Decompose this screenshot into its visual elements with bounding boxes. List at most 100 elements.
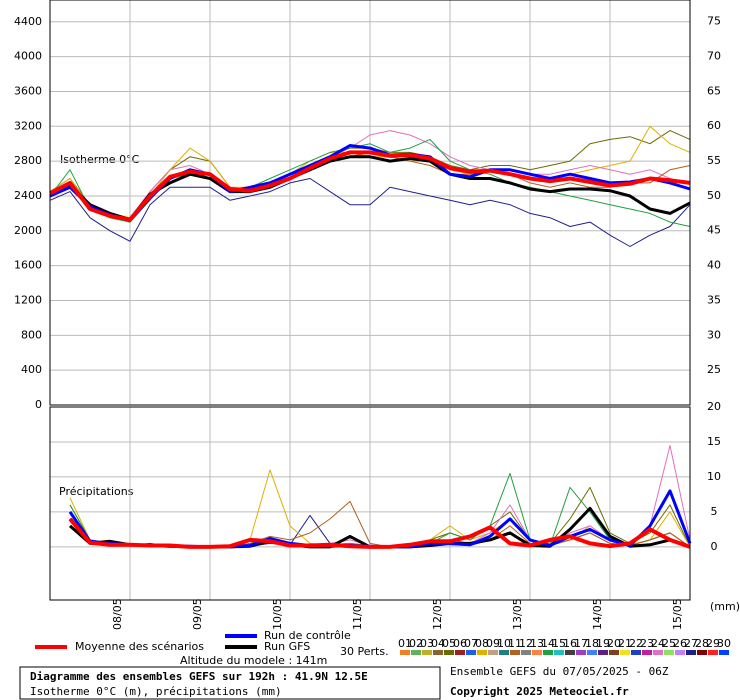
pert-code: 07 bbox=[464, 637, 478, 650]
pert-code: 15 bbox=[552, 637, 566, 650]
pert-code: 13 bbox=[530, 637, 544, 650]
x-tick-label: 15/05 bbox=[671, 598, 684, 630]
x-tick-label: 12/05 bbox=[431, 598, 444, 630]
pert-swatch bbox=[444, 650, 454, 655]
pert-swatch bbox=[686, 650, 696, 655]
y2-tick-label: 5 bbox=[711, 505, 718, 518]
pert-swatch bbox=[675, 650, 685, 655]
subtitle: Isotherme 0°C (m), précipitations (mm) bbox=[30, 685, 282, 698]
legend-label: Run GFS bbox=[264, 640, 310, 653]
pert-swatch bbox=[653, 650, 663, 655]
pert-code: 08 bbox=[475, 637, 489, 650]
pert-label: 30 Perts. bbox=[340, 645, 389, 658]
pert-swatch bbox=[466, 650, 476, 655]
series-line bbox=[49, 178, 691, 247]
x-tick-label: 09/05 bbox=[191, 598, 204, 630]
y-tick-label: 1600 bbox=[14, 259, 42, 272]
series-line bbox=[49, 150, 691, 222]
y2-tick-label: 45 bbox=[707, 224, 721, 237]
pert-code: 22 bbox=[629, 637, 643, 650]
pert-code: 12 bbox=[519, 637, 533, 650]
pert-swatch bbox=[477, 650, 487, 655]
pert-code: 25 bbox=[662, 637, 676, 650]
pert-code: 02 bbox=[409, 637, 423, 650]
y-tick-label: 3600 bbox=[14, 84, 42, 97]
pert-code: 18 bbox=[585, 637, 599, 650]
pert-code: 09 bbox=[486, 637, 500, 650]
unit-label: (mm) bbox=[710, 600, 740, 613]
altitude: Altitude du modele : 141m bbox=[180, 654, 327, 667]
run-info: Ensemble GEFS du 07/05/2025 - 06Z bbox=[450, 665, 669, 678]
y-tick-label: 2800 bbox=[14, 154, 42, 167]
pert-swatch bbox=[565, 650, 575, 655]
precip-label: Précipitations bbox=[59, 485, 134, 498]
pert-code: 19 bbox=[596, 637, 610, 650]
y2-tick-label: 35 bbox=[707, 293, 721, 306]
pert-code: 28 bbox=[695, 637, 709, 650]
pert-swatch bbox=[411, 650, 421, 655]
x-tick-label: 10/05 bbox=[271, 598, 284, 630]
y-tick-label: 1200 bbox=[14, 293, 42, 306]
isotherm-label: Isotherme 0°C bbox=[60, 153, 140, 166]
pert-code: 10 bbox=[497, 637, 511, 650]
y-tick-label: 400 bbox=[21, 363, 42, 376]
y2-tick-label: 70 bbox=[707, 49, 721, 62]
y2-tick-label: 55 bbox=[707, 154, 721, 167]
y-tick-label: 2000 bbox=[14, 224, 42, 237]
pert-swatch bbox=[455, 650, 465, 655]
pert-code: 23 bbox=[640, 637, 654, 650]
pert-code: 27 bbox=[684, 637, 698, 650]
pert-swatch bbox=[488, 650, 498, 655]
pert-swatch bbox=[532, 650, 542, 655]
pert-code: 03 bbox=[420, 637, 434, 650]
pert-swatch bbox=[433, 650, 443, 655]
pert-swatch bbox=[543, 650, 553, 655]
pert-code: 04 bbox=[431, 637, 445, 650]
pert-swatch bbox=[554, 650, 564, 655]
legend-label: Moyenne des scénarios bbox=[75, 640, 204, 653]
pert-code: 06 bbox=[453, 637, 467, 650]
y2-tick-label: 10 bbox=[707, 470, 721, 483]
pert-swatch bbox=[719, 650, 729, 655]
pert-swatch bbox=[708, 650, 718, 655]
copyright: Copyright 2025 Meteociel.fr bbox=[450, 685, 629, 698]
y-tick-label: 0 bbox=[35, 398, 42, 411]
y2-tick-label: 15 bbox=[707, 435, 721, 448]
pert-swatch bbox=[609, 650, 619, 655]
y2-tick-label: 25 bbox=[707, 363, 721, 376]
series-line bbox=[68, 517, 691, 549]
y-tick-label: 4000 bbox=[14, 50, 42, 63]
y-tick-label: 2400 bbox=[14, 189, 42, 202]
y2-tick-label: 50 bbox=[707, 189, 721, 202]
y2-tick-label: 20 bbox=[707, 400, 721, 413]
pert-code: 17 bbox=[574, 637, 588, 650]
x-tick-label: 11/05 bbox=[351, 598, 364, 630]
pert-code: 01 bbox=[398, 637, 412, 650]
series-line bbox=[49, 130, 691, 219]
pert-code: 11 bbox=[508, 637, 522, 650]
x-tick-label: 14/05 bbox=[591, 598, 604, 630]
pert-swatch bbox=[598, 650, 608, 655]
y2-tick-label: 30 bbox=[707, 328, 721, 341]
y-tick-label: 4400 bbox=[14, 15, 42, 28]
y2-tick-label: 40 bbox=[707, 259, 721, 272]
pert-code: 30 bbox=[717, 637, 731, 650]
y2-tick-label: 60 bbox=[707, 119, 721, 132]
pert-code: 24 bbox=[651, 637, 665, 650]
x-tick-label: 13/05 bbox=[511, 598, 524, 630]
title-box bbox=[19, 666, 441, 700]
pert-swatch bbox=[631, 650, 641, 655]
pert-swatch bbox=[642, 650, 652, 655]
pert-code: 16 bbox=[563, 637, 577, 650]
y-tick-label: 800 bbox=[21, 328, 42, 341]
x-tick-label: 08/05 bbox=[111, 598, 124, 630]
pert-code: 20 bbox=[607, 637, 621, 650]
pert-code: 05 bbox=[442, 637, 456, 650]
pert-swatch bbox=[400, 650, 410, 655]
pert-swatch bbox=[499, 650, 509, 655]
plot-frame bbox=[49, 406, 691, 601]
pert-swatch bbox=[620, 650, 630, 655]
plot-frame bbox=[49, 0, 691, 406]
pert-swatch bbox=[697, 650, 707, 655]
pert-swatch bbox=[510, 650, 520, 655]
